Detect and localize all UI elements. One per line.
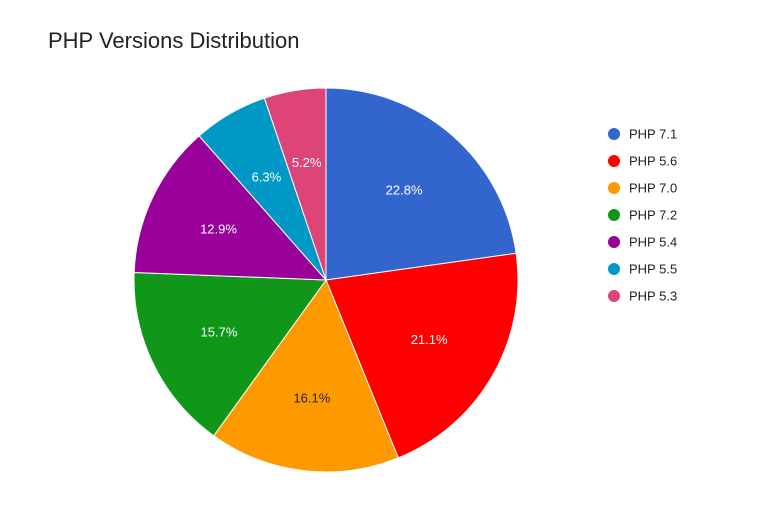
legend-label: PHP 7.2 [629, 208, 677, 223]
legend-swatch [608, 236, 620, 248]
legend-label: PHP 5.6 [629, 154, 677, 169]
legend-item-php-5-3[interactable]: PHP 5.3 [608, 289, 677, 304]
legend-swatch [608, 182, 620, 194]
legend-item-php-5-5[interactable]: PHP 5.5 [608, 262, 677, 277]
slice-label-php-7-1: 22.8% [386, 183, 423, 198]
legend-swatch [608, 128, 620, 140]
legend-label: PHP 7.0 [629, 181, 677, 196]
legend-label: PHP 5.5 [629, 262, 677, 277]
legend-item-php-5-4[interactable]: PHP 5.4 [608, 235, 677, 250]
chart-title: PHP Versions Distribution [48, 28, 300, 53]
pie-slice-php-5-6[interactable] [325, 252, 519, 459]
legend-item-php-7-0[interactable]: PHP 7.0 [608, 181, 677, 196]
pie-slice-php-7-1[interactable] [325, 87, 517, 281]
legend-swatch [608, 290, 620, 302]
legend-item-php-5-6[interactable]: PHP 5.6 [608, 154, 677, 169]
slice-label-php-5-6: 21.1% [411, 332, 448, 347]
slice-label-php-5-4: 12.9% [200, 221, 237, 236]
legend-label: PHP 5.3 [629, 289, 677, 304]
legend-item-php-7-1[interactable]: PHP 7.1 [608, 127, 677, 142]
slice-label-php-7-0: 16.1% [293, 391, 330, 406]
pie-slice-php-5-4[interactable] [133, 135, 328, 281]
legend-item-php-7-2[interactable]: PHP 7.2 [608, 208, 677, 223]
legend-swatch [608, 155, 620, 167]
slice-label-php-5-5: 6.3% [252, 169, 282, 184]
slice-label-php-5-3: 5.2% [292, 155, 322, 170]
legend-swatch [608, 263, 620, 275]
legend-label: PHP 7.1 [629, 127, 677, 142]
legend-label: PHP 5.4 [629, 235, 677, 250]
legend-swatch [608, 209, 620, 221]
slice-label-php-7-2: 15.7% [201, 325, 238, 340]
pie-slice-php-5-3[interactable] [263, 87, 327, 281]
pie-slice-php-7-0[interactable] [213, 278, 399, 473]
pie-slice-php-7-2[interactable] [133, 271, 327, 437]
